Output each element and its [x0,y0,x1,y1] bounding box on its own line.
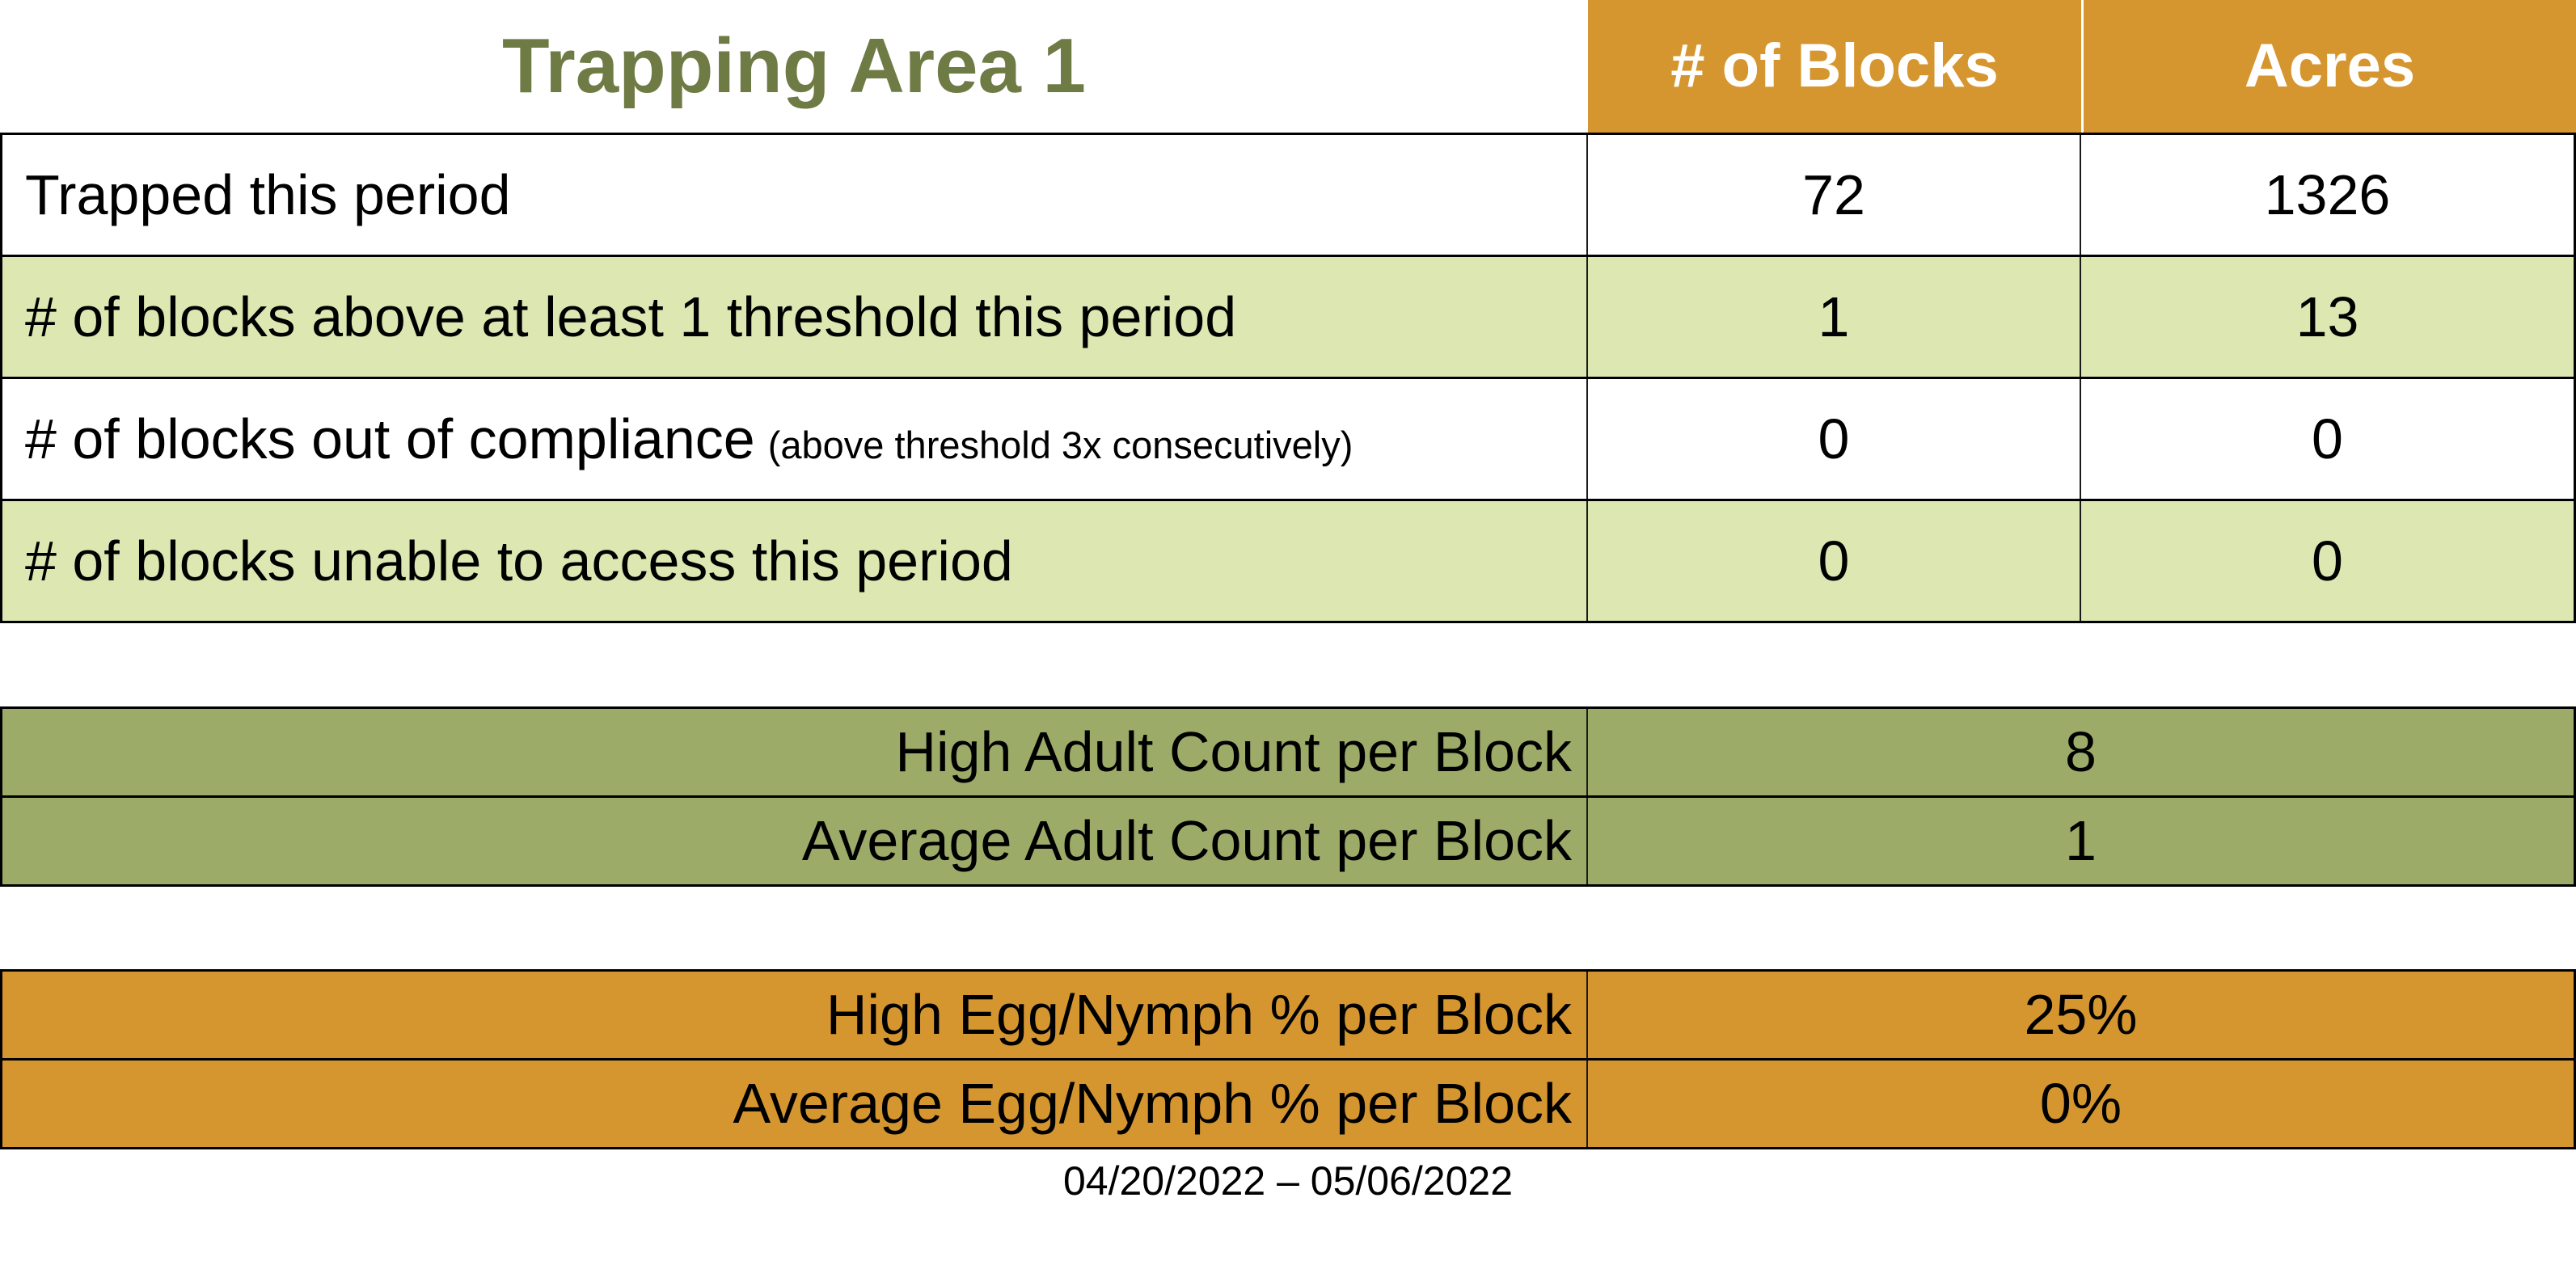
row-label-text: # of blocks unable to access this period [25,529,1013,593]
row-label-note: (above threshold 3x consecutively) [767,424,1353,466]
row-label: # of blocks above at least 1 threshold t… [2,257,1588,377]
row-label: High Egg/Nymph % per Block [2,972,1588,1058]
row-value: 0% [2039,1072,2122,1135]
blocks-value: 0 [1588,379,2081,499]
blocks-value: 72 [1588,135,2081,255]
acres-value: 0 [2312,529,2343,593]
column-header-acres: Acres [2081,0,2576,133]
table-row: # of blocks above at least 1 threshold t… [2,257,2574,379]
blocks-value: 0 [1588,501,2081,621]
row-label-text: # of blocks out of compliance [25,407,755,470]
table-row: # of blocks out of compliance (above thre… [2,379,2574,501]
acres-value: 13 [2295,285,2359,348]
table-row: High Egg/Nymph % per Block 25% [2,972,2574,1061]
column-header-blocks: # of Blocks [1588,0,2081,133]
acres-value: 1326 [2264,163,2391,226]
row-label: Average Egg/Nymph % per Block [2,1061,1588,1147]
row-label: High Adult Count per Block [2,709,1588,795]
row-label: Average Adult Count per Block [2,798,1588,884]
table-row: Average Adult Count per Block 1 [2,798,2574,887]
table-row: # of blocks unable to access this period… [2,501,2574,623]
row-label: # of blocks unable to access this period [2,501,1588,621]
adult-count-section: High Adult Count per Block 8 Average Adu… [0,706,2576,887]
row-label: # of blocks out of compliance (above thre… [2,379,1588,499]
row-value: 25% [2024,983,2138,1046]
row-label: Trapped this period [2,135,1588,255]
row-value: 8 [2065,720,2097,783]
table-row: Trapped this period 72 1326 [2,135,2574,257]
egg-nymph-section: High Egg/Nymph % per Block 25% Average E… [0,969,2576,1149]
main-table: Trapped this period 72 1326 # of blocks … [0,133,2576,623]
acres-value: 0 [2312,407,2343,470]
row-label-text: Trapped this period [25,163,511,226]
row-value: 1 [2065,809,2097,872]
page-title: Trapping Area 1 [502,23,1086,109]
date-range-label: 04/20/2022 – 05/06/2022 [1062,1158,1514,1204]
blocks-value: 1 [1588,257,2081,377]
row-label-text: # of blocks above at least 1 threshold t… [25,285,1237,348]
table-row: Average Egg/Nymph % per Block 0% [2,1061,2574,1149]
table-row: High Adult Count per Block 8 [2,709,2574,798]
